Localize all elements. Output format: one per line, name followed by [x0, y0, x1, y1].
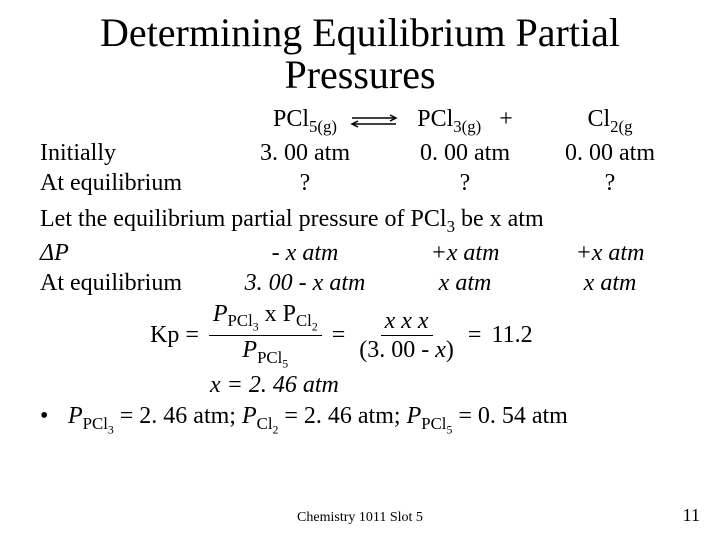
let-prefix: Let the equilibrium partial pressure of: [40, 206, 411, 232]
kp-result: 11.2: [491, 322, 532, 349]
title-line-1: Determining Equilibrium Partial: [100, 10, 620, 55]
kp-num-p2-sub2: 2: [312, 321, 318, 334]
dp-b: +x atm: [380, 238, 550, 268]
eq2-a: 3. 00 - x atm: [230, 268, 380, 298]
eq2-c: x atm: [550, 268, 670, 298]
pcl3-sub: 3(g): [453, 117, 481, 136]
kp-frac-numeric: x x x (3. 00 - x): [355, 309, 458, 362]
slide: Determining Equilibrium Partial Pressure…: [0, 0, 720, 540]
kp-den-num: (3. 00 - x): [355, 336, 458, 362]
q-b: ?: [380, 168, 550, 198]
dp-c: +x atm: [550, 238, 670, 268]
kp-frac-symbolic: PPCl3 x PCl2 PPCl5: [209, 302, 322, 371]
kp-label: Kp =: [150, 322, 199, 349]
kp-num-p1: P: [213, 301, 228, 327]
row-dp: ΔP - x atm +x atm +x atm: [40, 238, 680, 268]
let-line: Let the equilibrium partial pressure of …: [40, 204, 680, 238]
let-suffix: be x atm: [455, 206, 544, 232]
dp-a: - x atm: [230, 238, 380, 268]
label-ateq2: At equilibrium: [40, 268, 230, 298]
cl2-label: Cl: [587, 106, 610, 132]
title-line-2: Pressures: [284, 52, 435, 97]
page-title: Determining Equilibrium Partial Pressure…: [40, 12, 680, 96]
kp-num-p2-sub: Cl: [296, 311, 312, 330]
r-cl2-sub: Cl: [257, 414, 273, 433]
label-dp: ΔP: [40, 238, 230, 268]
r-v2: = 2. 46 atm;: [278, 403, 406, 429]
row-at-eq-solved: At equilibrium 3. 00 - x atm x atm x atm: [40, 268, 680, 298]
r-cl2-p: P: [242, 403, 257, 429]
kp-num-num: x x x: [381, 309, 433, 336]
kp-den2-x: x: [435, 337, 446, 363]
r-v3: = 0. 54 atm: [452, 403, 568, 429]
bullet-icon: •: [40, 403, 62, 430]
r-pcl3-sub: PCl: [83, 414, 108, 433]
dp-label-text: ΔP: [40, 240, 69, 266]
r-pcl3-p: P: [68, 403, 83, 429]
let-species: PCl: [411, 206, 447, 232]
r-pcl5-sub: PCl: [421, 414, 446, 433]
let-species-sub: 3: [447, 217, 455, 236]
pcl5-sub: 5(g): [309, 117, 337, 136]
pcl3-label: PCl: [417, 106, 453, 132]
label-initially: Initially: [40, 138, 230, 168]
kp-num-sym: PPCl3 x PCl2: [209, 302, 322, 337]
kp-den-sub2: 5: [282, 358, 288, 371]
kp-den2-a: (3. 00 -: [359, 337, 435, 363]
kp-den-sym: PPCl5: [238, 336, 292, 370]
equilibrium-arrow-icon: [348, 114, 400, 128]
q-a: ?: [230, 168, 380, 198]
result-bullet: • PPCl3 = 2. 46 atm; PCl2 = 2. 46 atm; P…: [40, 403, 680, 436]
label-ateq: At equilibrium: [40, 168, 230, 198]
init-c: 0. 00 atm: [550, 138, 670, 168]
r-pcl5-p: P: [407, 403, 422, 429]
footer-text: Chemistry 1011 Slot 5: [0, 510, 720, 526]
kp-num-mid: x P: [259, 301, 296, 327]
x-solution: x = 2. 46 atm: [210, 372, 680, 399]
r-v1: = 2. 46 atm;: [114, 403, 242, 429]
pcl5-label: PCl: [273, 106, 309, 132]
kp-expression: Kp = PPCl3 x PCl2 PPCl5 = x x x (3. 00 -…: [150, 302, 680, 371]
kp-eq2: =: [468, 322, 482, 349]
reaction-row: PCl5(g) PCl3(g) + Cl2(g: [40, 104, 680, 138]
species-pcl3: PCl3(g) +: [380, 104, 550, 138]
eq2-b: x atm: [380, 268, 550, 298]
kp-den-p: P: [242, 337, 257, 363]
init-a: 3. 00 atm: [230, 138, 380, 168]
row-initially: Initially 3. 00 atm 0. 00 atm 0. 00 atm: [40, 138, 680, 168]
kp-den2-b: ): [446, 337, 454, 363]
kp-num-p1-sub: PCl: [228, 311, 253, 330]
kp-den-sub: PCl: [257, 348, 282, 367]
init-b: 0. 00 atm: [380, 138, 550, 168]
page-number: 11: [683, 505, 700, 526]
species-cl2: Cl2(g: [550, 104, 670, 138]
q-c: ?: [550, 168, 670, 198]
cl2-sub: 2(g: [610, 117, 632, 136]
kp-eq1: =: [332, 322, 346, 349]
row-at-eq-q: At equilibrium ? ? ?: [40, 168, 680, 198]
plus-sign: +: [499, 106, 513, 132]
